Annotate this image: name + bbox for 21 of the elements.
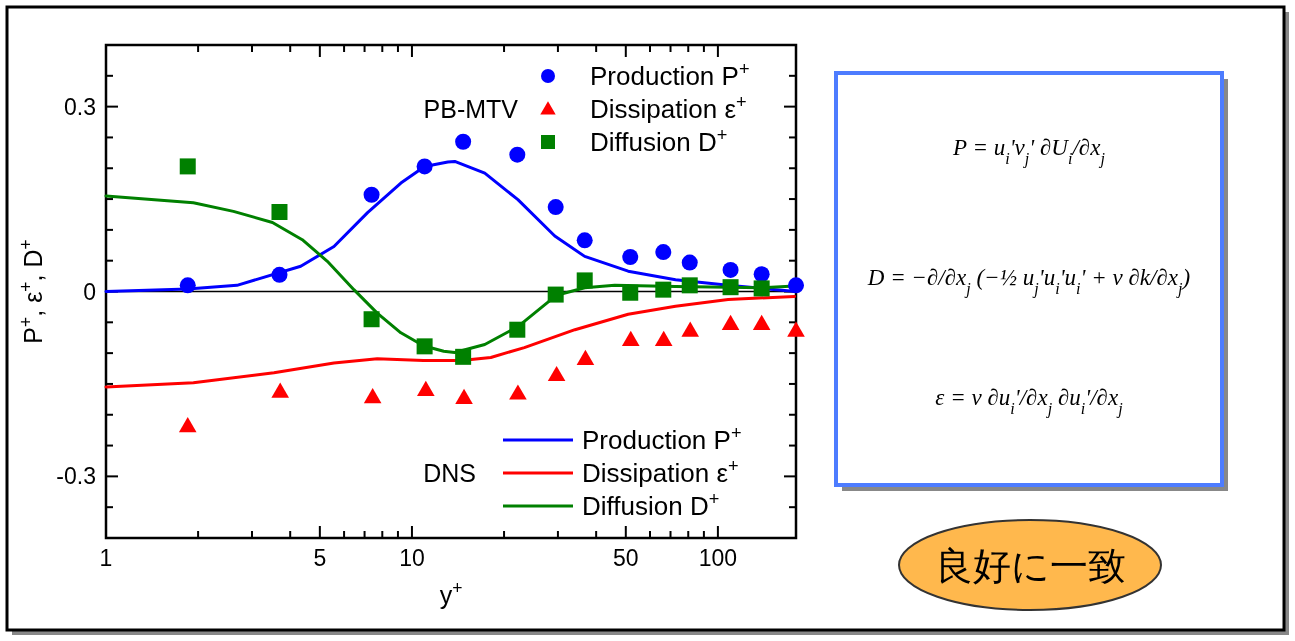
x-tick-label: 100	[698, 545, 738, 571]
legend-label: Diffusion D$^{+}$	[582, 489, 720, 521]
legend-label: Production P$^{+}$	[590, 59, 750, 91]
legend-label: Dissipation ε$^{+}$	[582, 456, 739, 488]
y-tick-label: 0.3	[64, 93, 96, 120]
x-tick-label: 10	[399, 545, 425, 571]
x-tick-label: 50	[613, 545, 639, 571]
x-tick-label: 1	[99, 545, 113, 571]
annotation: DNS	[423, 459, 476, 487]
x-axis-title: y$^{+}$	[439, 578, 463, 609]
text: D = −∂/∂x$_{j}$ (−½ u$_{j}$'u$_{i}$'u$_{i}$' + ν ∂k/∂x$_{j}$)	[867, 265, 1191, 297]
legend-label: Production P$^{+}$	[582, 423, 742, 455]
text: 良好に一致	[934, 544, 1126, 588]
annotation: PB-MTV	[423, 95, 519, 123]
y-tick-label: -0.3	[56, 463, 96, 490]
text: P = u$_{i}$'v$_{j}$' ∂U$_{i}$/∂x$_{j}$	[952, 135, 1106, 168]
y-tick-label: 0	[83, 278, 96, 305]
text: ε = ν ∂u$_{i}$'/∂x$_{j}$ ∂u$_{i}$'/∂x$_{j}$	[935, 385, 1124, 418]
legend-label: Dissipation ε$^{+}$	[590, 92, 747, 124]
legend-label: Diffusion D$^{+}$	[590, 125, 728, 157]
x-tick-label: 5	[313, 545, 327, 571]
